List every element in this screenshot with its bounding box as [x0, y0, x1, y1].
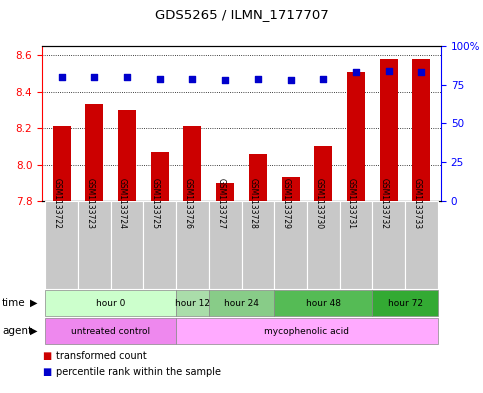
Point — [123, 74, 131, 80]
Text: untreated control: untreated control — [71, 327, 150, 336]
Point — [352, 69, 360, 75]
Bar — [209, 290, 274, 316]
Text: agent: agent — [2, 326, 32, 336]
Bar — [372, 290, 438, 316]
Text: GSM1133731: GSM1133731 — [347, 178, 356, 229]
Point — [287, 77, 295, 83]
Text: ■: ■ — [42, 351, 51, 361]
Text: ▶: ▶ — [29, 298, 37, 308]
Bar — [216, 183, 234, 201]
Text: GSM1133732: GSM1133732 — [380, 178, 389, 229]
Bar — [111, 201, 143, 289]
Bar — [176, 290, 209, 316]
Text: GSM1133730: GSM1133730 — [314, 178, 323, 229]
Bar — [274, 201, 307, 289]
Text: transformed count: transformed count — [57, 351, 147, 361]
Bar — [209, 201, 242, 289]
Text: GSM1133724: GSM1133724 — [118, 178, 127, 229]
Bar — [143, 201, 176, 289]
Text: GSM1133729: GSM1133729 — [282, 178, 291, 229]
Bar — [340, 201, 372, 289]
Bar — [85, 105, 103, 201]
Bar — [118, 110, 136, 201]
Point — [254, 75, 262, 82]
Bar — [176, 318, 438, 343]
Text: hour 24: hour 24 — [224, 299, 259, 307]
Bar — [45, 290, 176, 316]
Text: GDS5265 / ILMN_1717707: GDS5265 / ILMN_1717707 — [155, 8, 328, 21]
Bar — [282, 177, 299, 201]
Text: GSM1133733: GSM1133733 — [412, 178, 421, 229]
Bar — [380, 59, 398, 201]
Point — [385, 68, 393, 74]
Text: hour 48: hour 48 — [306, 299, 341, 307]
Text: ■: ■ — [42, 367, 51, 377]
Text: GSM1133728: GSM1133728 — [249, 178, 258, 229]
Bar — [372, 201, 405, 289]
Bar — [412, 59, 430, 201]
Point — [58, 74, 66, 80]
Text: hour 0: hour 0 — [96, 299, 126, 307]
Bar — [176, 201, 209, 289]
Point — [417, 69, 425, 75]
Point — [90, 74, 98, 80]
Bar — [45, 201, 78, 289]
Bar — [45, 318, 176, 343]
Text: hour 72: hour 72 — [387, 299, 423, 307]
Point — [188, 75, 196, 82]
Text: time: time — [2, 298, 26, 308]
Text: GSM1133722: GSM1133722 — [53, 178, 62, 229]
Bar — [53, 126, 71, 201]
Bar — [151, 152, 169, 201]
Bar — [307, 201, 340, 289]
Text: mycophenolic acid: mycophenolic acid — [264, 327, 349, 336]
Bar — [184, 126, 201, 201]
Bar — [249, 154, 267, 201]
Bar — [78, 201, 111, 289]
Text: percentile rank within the sample: percentile rank within the sample — [57, 367, 222, 377]
Text: ▶: ▶ — [29, 326, 37, 336]
Text: GSM1133726: GSM1133726 — [184, 178, 192, 229]
Text: GSM1133725: GSM1133725 — [151, 178, 160, 229]
Point — [221, 77, 229, 83]
Point — [319, 75, 327, 82]
Bar — [242, 201, 274, 289]
Bar — [405, 201, 438, 289]
Text: hour 12: hour 12 — [175, 299, 210, 307]
Point — [156, 75, 164, 82]
Bar — [314, 146, 332, 201]
Text: GSM1133723: GSM1133723 — [85, 178, 94, 229]
Bar — [347, 72, 365, 201]
Text: GSM1133727: GSM1133727 — [216, 178, 225, 229]
Bar — [274, 290, 372, 316]
